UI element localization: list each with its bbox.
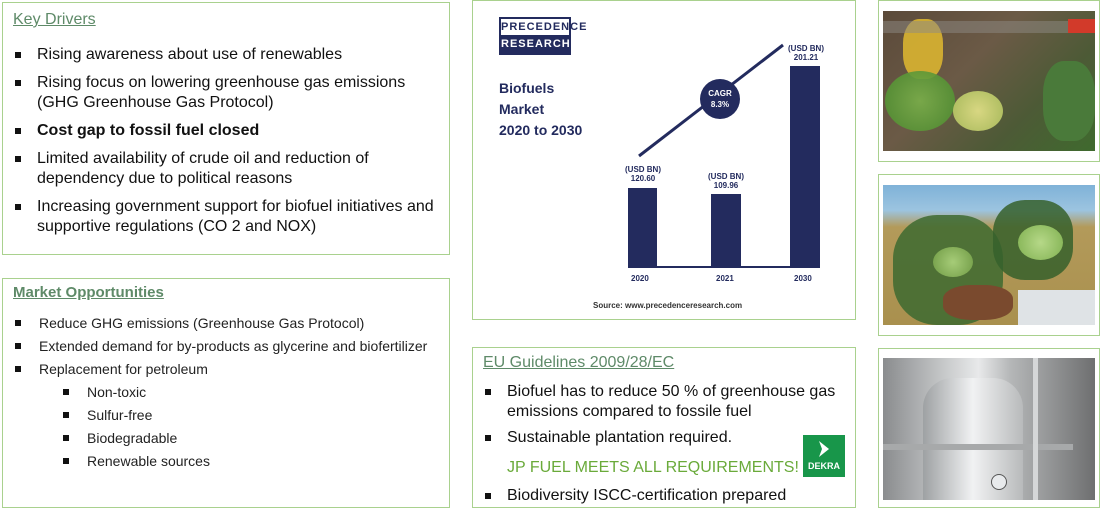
list-item: Limited availability of crude oil and re… xyxy=(13,149,438,189)
dekra-badge: DEKRA xyxy=(803,435,845,477)
jatropha-seeds-oil-photo xyxy=(883,11,1095,151)
list-item: Sustainable plantation required. xyxy=(483,428,843,448)
key-drivers-panel: Key Drivers Rising awareness about use o… xyxy=(2,2,450,255)
steel-tank-plant-photo xyxy=(883,358,1095,500)
value-label-2021: (USD BN) 109.96 xyxy=(708,172,744,190)
bar-2021 xyxy=(711,194,741,268)
list-item: Increasing government support for biofue… xyxy=(13,197,438,237)
market-opportunities-title: Market Opportunities xyxy=(13,284,164,301)
list-item: Biofuel has to reduce 50 % of greenhouse… xyxy=(483,382,843,422)
eu-guidelines-list: Biofuel has to reduce 50 % of greenhouse… xyxy=(483,382,843,454)
market-opportunities-list: Reduce GHG emissions (Greenhouse Gas Pro… xyxy=(15,316,435,477)
list-item: Sulfur-free xyxy=(15,408,435,422)
biofuels-market-infographic: PRECEDENCE RESEARCH Biofuels Market 2020… xyxy=(472,0,856,320)
x-label-2021: 2021 xyxy=(716,274,734,283)
list-item: Non-toxic xyxy=(15,385,435,399)
list-item: Reduce GHG emissions (Greenhouse Gas Pro… xyxy=(15,316,435,330)
bar-2020 xyxy=(628,188,657,268)
chart-baseline xyxy=(628,266,820,268)
value-label-2020: (USD BN) 120.60 xyxy=(625,165,661,183)
list-item: Renewable sources xyxy=(15,454,435,468)
photo-frame-1 xyxy=(878,0,1100,162)
jp-fuel-highlight: JP FUEL MEETS ALL REQUIREMENTS! xyxy=(507,459,799,476)
market-opportunities-panel: Market Opportunities Reduce GHG emission… xyxy=(2,278,450,508)
list-item: Rising awareness about use of renewables xyxy=(13,45,438,65)
cagr-badge: CAGR 8.3% xyxy=(700,79,740,119)
list-item: Extended demand for by-products as glyce… xyxy=(15,339,435,353)
eu-guidelines-panel: EU Guidelines 2009/28/EC Biofuel has to … xyxy=(472,347,856,508)
photo-frame-3 xyxy=(878,348,1100,508)
list-item: Biodiversity ISCC-certification prepared xyxy=(483,486,843,506)
key-drivers-title: Key Drivers xyxy=(13,11,96,28)
key-drivers-list: Rising awareness about use of renewables… xyxy=(13,45,438,245)
bar-2030 xyxy=(790,66,820,268)
list-item: Cost gap to fossil fuel closed xyxy=(13,121,438,141)
dekra-arrow-icon xyxy=(819,441,829,457)
jatropha-fruit-hands-photo xyxy=(883,185,1095,325)
eu-guidelines-title: EU Guidelines 2009/28/EC xyxy=(483,354,675,371)
list-item: Biodegradable xyxy=(15,431,435,445)
list-item: Rising focus on lowering greenhouse gas … xyxy=(13,73,438,113)
precedence-research-logo: PRECEDENCE RESEARCH xyxy=(499,17,586,55)
x-label-2030: 2030 xyxy=(794,274,812,283)
source-text: Source: www.precedenceresearch.com xyxy=(593,301,743,310)
x-label-2020: 2020 xyxy=(631,274,649,283)
list-item: Replacement for petroleum xyxy=(15,362,435,376)
eu-guidelines-list-last: Biodiversity ISCC-certification prepared xyxy=(483,486,843,512)
photo-frame-2 xyxy=(878,174,1100,336)
infographic-title: Biofuels Market 2020 to 2030 xyxy=(499,80,583,138)
value-label-2030: (USD BN) 201.21 xyxy=(788,44,824,62)
